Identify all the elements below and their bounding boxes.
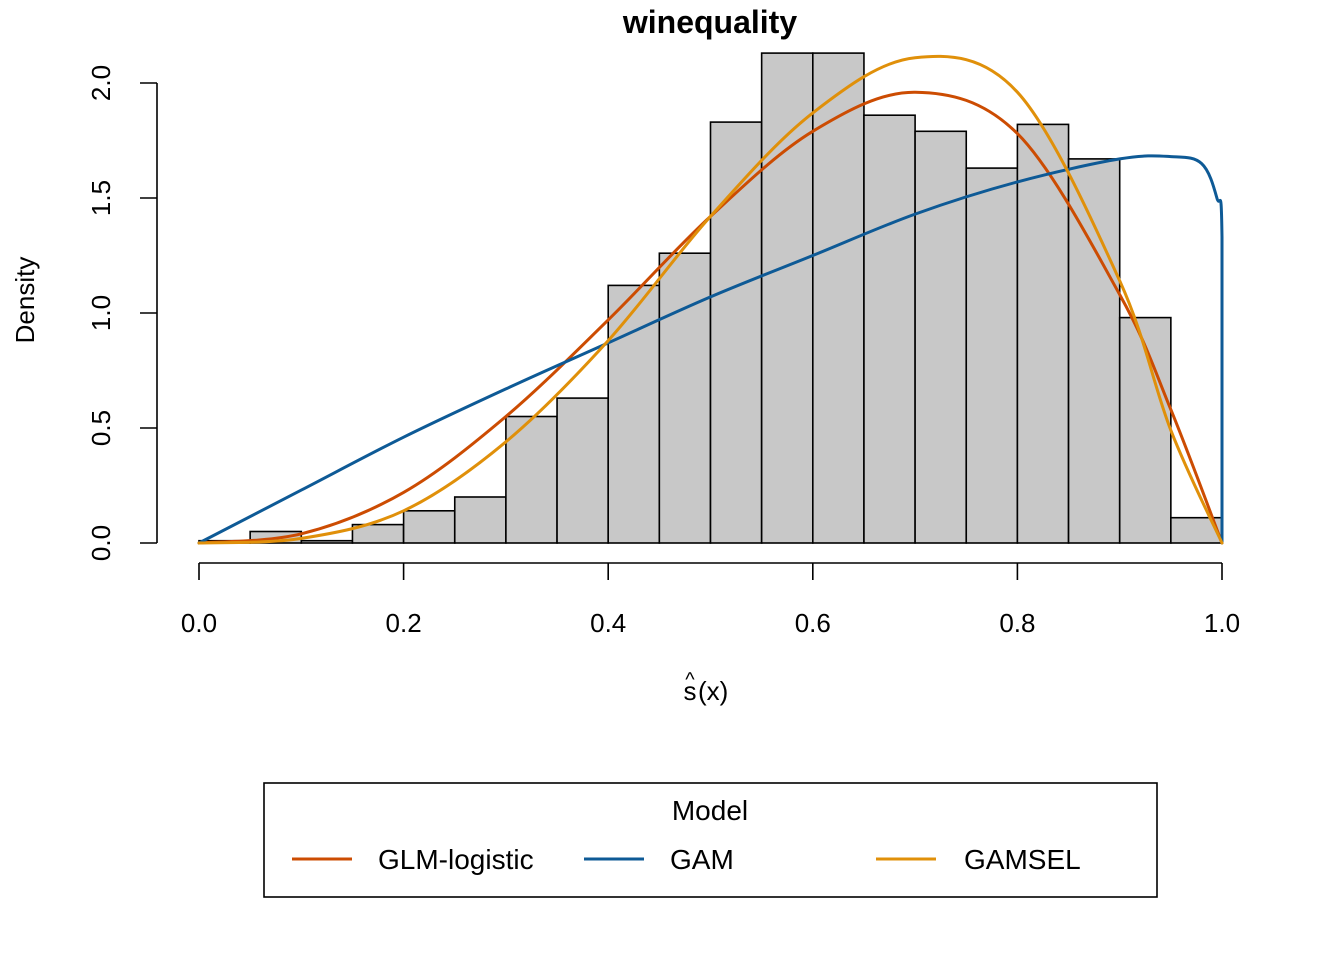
legend: Model GLM-logistic GAM GAMSEL [263, 782, 1158, 898]
y-tick-label: 0.5 [86, 410, 116, 446]
legend-label-gamsel: GAMSEL [964, 844, 1081, 875]
x-tick-label: 1.0 [1204, 608, 1240, 638]
histogram-bar [1016, 123, 1070, 544]
legend-title: Model [672, 795, 748, 826]
histogram-bar [453, 496, 507, 544]
curve-gamsel [197, 54, 1224, 545]
y-axis-label: Density [10, 257, 40, 344]
legend-label-glm-logistic: GLM-logistic [378, 844, 534, 875]
histogram-bar [914, 130, 968, 544]
histogram-bar [965, 167, 1019, 544]
chart-title: winequality [622, 4, 797, 40]
y-tick-label: 1.0 [86, 295, 116, 331]
curve-gam [197, 154, 1224, 545]
legend-box [263, 782, 1158, 898]
x-axis-label: s ^ (x) [684, 669, 729, 706]
histogram-bar [811, 52, 865, 544]
y-tick-label: 0.0 [86, 525, 116, 561]
histogram-bars [198, 52, 1223, 544]
y-tick-label: 1.5 [86, 180, 116, 216]
histogram-bar [760, 52, 814, 544]
y-tick-label: 2.0 [86, 65, 116, 101]
histogram-bar [863, 114, 916, 544]
x-tick-label: 0.6 [795, 608, 831, 638]
legend-label-gam: GAM [670, 844, 734, 875]
x-tick-label: 0.4 [590, 608, 626, 638]
density-curves [197, 54, 1224, 545]
x-tick-label: 0.8 [999, 608, 1035, 638]
x-axis-label-base: s [684, 676, 697, 706]
histogram-bar [709, 121, 763, 544]
curve-glm-logistic [197, 90, 1224, 545]
histogram-bar [300, 539, 354, 544]
x-axis-label-hat: ^ [685, 669, 695, 691]
histogram-bar [658, 252, 712, 544]
x-tick-label: 0.2 [386, 608, 422, 638]
x-tick-label: 0.0 [181, 608, 217, 638]
histogram-bar [1118, 316, 1172, 544]
x-axis-label-rest: (x) [698, 676, 728, 706]
histogram-bar [556, 397, 609, 544]
x-axis: 0.0 0.2 0.4 0.6 0.8 1.0 [181, 562, 1240, 638]
histogram-bar [402, 509, 456, 544]
y-axis: 0.0 0.5 1.0 1.5 2.0 [86, 65, 158, 561]
